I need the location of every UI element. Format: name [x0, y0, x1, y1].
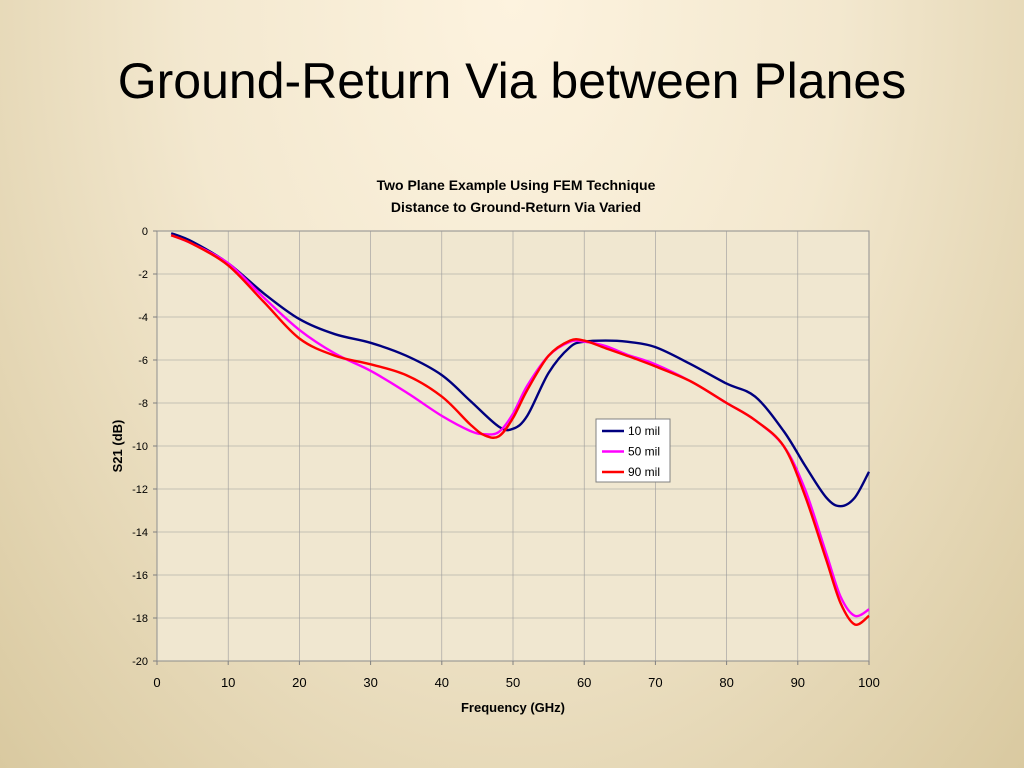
x-tick-label: 50: [506, 675, 520, 690]
series-line-10-mil: [170, 232, 871, 508]
legend: 10 mil 50 mil 90 mil: [595, 418, 671, 483]
y-tick-label: -10: [132, 441, 148, 453]
x-tick-label: 70: [648, 675, 662, 690]
chart-title: Two Plane Example Using FEM Technique: [377, 177, 656, 193]
x-tick-label: 30: [363, 675, 377, 690]
legend-items: 10 mil 50 mil 90 mil: [602, 424, 660, 479]
x-tick-label: 90: [791, 675, 805, 690]
chart-subtitle: Distance to Ground-Return Via Varied: [391, 199, 641, 215]
x-tick-label: 60: [577, 675, 591, 690]
y-tick-label: -8: [138, 398, 148, 410]
y-tick-label: -16: [132, 570, 148, 582]
y-tick-label: -12: [132, 484, 148, 496]
series-lines: [170, 232, 871, 626]
y-tick-label: -6: [138, 355, 148, 367]
y-tick-label: -20: [132, 656, 148, 668]
x-tick-label: 100: [858, 675, 880, 690]
axis-ticks: 0 -2 -4 -6 -8 -10 -12 -14 -16 -18 -20 0 10 20 30 40 50 60…: [132, 226, 880, 690]
x-tick-label: 80: [719, 675, 733, 690]
y-axis-label: S21 (dB): [110, 420, 125, 473]
x-tick-label: 0: [153, 675, 160, 690]
y-tick-label: -2: [138, 269, 148, 281]
x-tick-label: 20: [292, 675, 306, 690]
y-tick-label: -4: [138, 312, 148, 324]
y-tick-label: -14: [132, 527, 148, 539]
x-axis-label: Frequency (GHz): [461, 700, 565, 715]
x-tick-label: 40: [435, 675, 449, 690]
legend-label: 10 mil: [628, 424, 660, 438]
grid-lines: [156, 230, 870, 662]
y-tick-label: -18: [132, 613, 148, 625]
legend-label: 50 mil: [628, 445, 660, 459]
legend-label: 90 mil: [628, 465, 660, 479]
y-tick-label: 0: [142, 226, 148, 238]
slide-title: Ground-Return Via between Planes: [117, 53, 907, 109]
x-tick-label: 10: [221, 675, 235, 690]
series-line-90-mil: [170, 234, 870, 626]
